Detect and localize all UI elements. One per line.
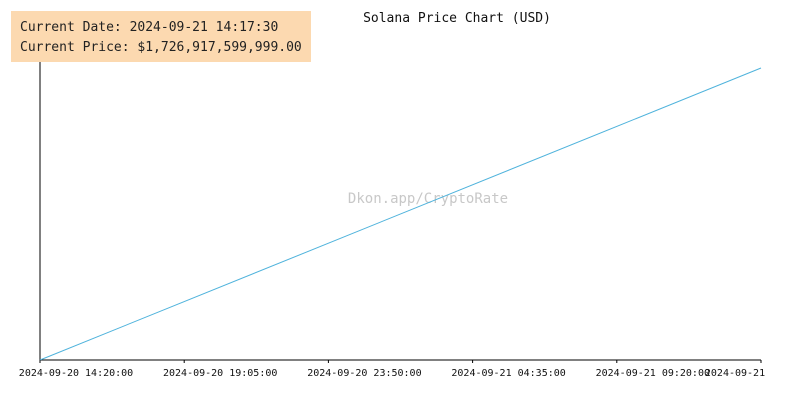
current-price-info-box: Current Date: 2024-09-21 14:17:30 Curren… [11,11,311,62]
x-tick-label: 2024-09-21 [705,368,765,379]
x-tick-label: 2024-09-20 23:50:00 [307,368,421,379]
price-series-line [39,67,762,361]
x-tick-label: 2024-09-21 09:20:00 [596,368,710,379]
x-tick-label: 2024-09-21 04:35:00 [451,368,565,379]
x-tick-label: 2024-09-20 19:05:00 [163,368,277,379]
x-tick-label: 2024-09-20 14:20:00 [19,368,133,379]
chart-title: Solana Price Chart (USD) [363,11,551,26]
current-price-label: Current Price: $1,726,917,599,999.00 [20,40,302,55]
watermark: Dkon.app/CryptoRate [348,191,508,207]
current-date-label: Current Date: 2024-09-21 14:17:30 [20,20,279,35]
